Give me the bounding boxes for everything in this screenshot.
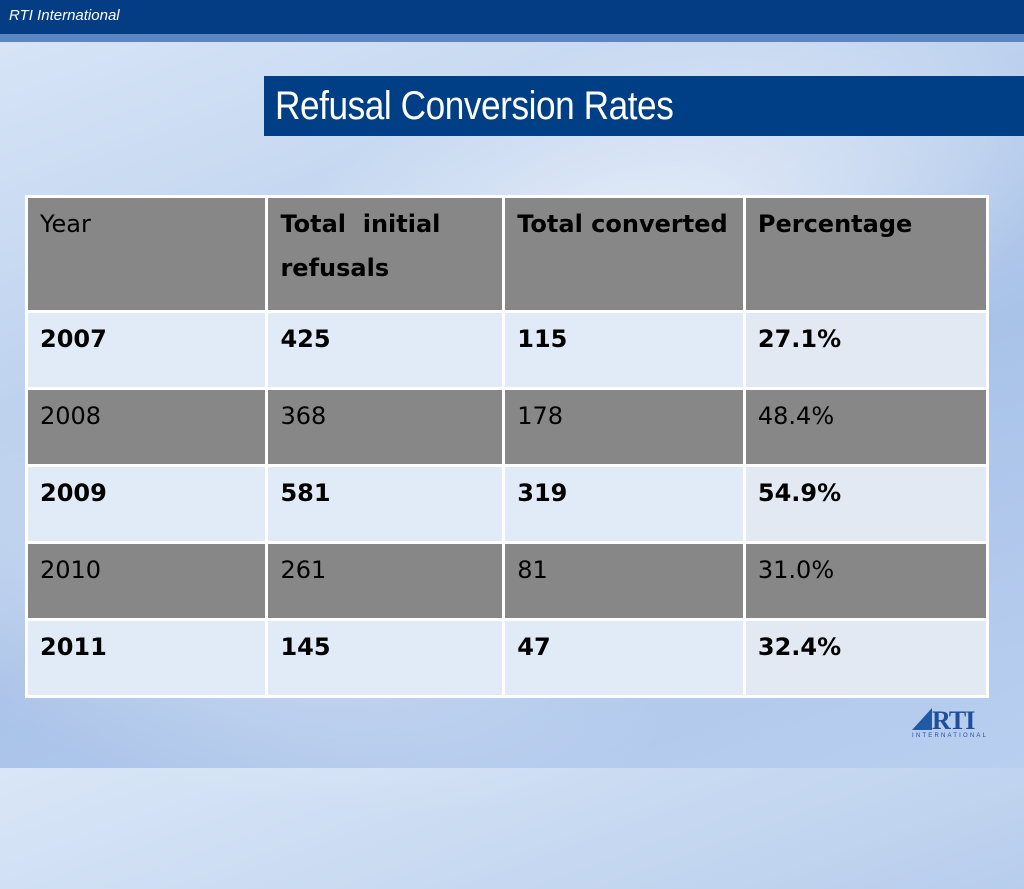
table-row: 2007 425 115 27.1% bbox=[28, 313, 986, 387]
cell-initial: 425 bbox=[268, 313, 503, 387]
header-total-converted: Total converted bbox=[505, 198, 743, 310]
table-row: 2010 261 81 31.0% bbox=[28, 544, 986, 618]
cell-year: 2007 bbox=[28, 313, 266, 387]
cell-year: 2011 bbox=[28, 621, 266, 695]
banner-stripe bbox=[0, 34, 1024, 42]
header-year: Year bbox=[28, 198, 266, 310]
cell-converted: 178 bbox=[505, 390, 743, 464]
table-row: 2009 581 319 54.9% bbox=[28, 467, 986, 541]
cell-percentage: 54.9% bbox=[745, 467, 986, 541]
logo-text: RTI bbox=[932, 706, 975, 735]
cell-initial: 261 bbox=[268, 544, 503, 618]
header-initial-refusals: Total initial refusals bbox=[268, 198, 503, 310]
cell-year: 2008 bbox=[28, 390, 266, 464]
top-banner: RTI International bbox=[0, 0, 1024, 34]
refusal-table: Year Total initial refusals Total conver… bbox=[25, 195, 989, 698]
cell-converted: 81 bbox=[505, 544, 743, 618]
table-row: 2008 368 178 48.4% bbox=[28, 390, 986, 464]
title-box: Refusal Conversion Rates bbox=[264, 76, 1024, 136]
cell-percentage: 32.4% bbox=[745, 621, 986, 695]
table-row: 2011 145 47 32.4% bbox=[28, 621, 986, 695]
cell-year: 2010 bbox=[28, 544, 266, 618]
logo-subtext: INTERNATIONAL bbox=[912, 733, 989, 739]
cell-initial: 368 bbox=[268, 390, 503, 464]
rti-logo: RTI INTERNATIONAL bbox=[912, 706, 988, 740]
logo-mark-icon bbox=[912, 708, 932, 730]
org-name: RTI International bbox=[9, 7, 120, 24]
cell-percentage: 48.4% bbox=[745, 390, 986, 464]
cell-percentage: 31.0% bbox=[745, 544, 986, 618]
cell-converted: 115 bbox=[505, 313, 743, 387]
slide-title: Refusal Conversion Rates bbox=[275, 84, 674, 128]
table-header-row: Year Total initial refusals Total conver… bbox=[28, 198, 986, 310]
cell-initial: 581 bbox=[268, 467, 503, 541]
cell-percentage: 27.1% bbox=[745, 313, 986, 387]
header-percentage: Percentage bbox=[745, 198, 986, 310]
cell-initial: 145 bbox=[268, 621, 503, 695]
cell-converted: 47 bbox=[505, 621, 743, 695]
cell-converted: 319 bbox=[505, 467, 743, 541]
cell-year: 2009 bbox=[28, 467, 266, 541]
